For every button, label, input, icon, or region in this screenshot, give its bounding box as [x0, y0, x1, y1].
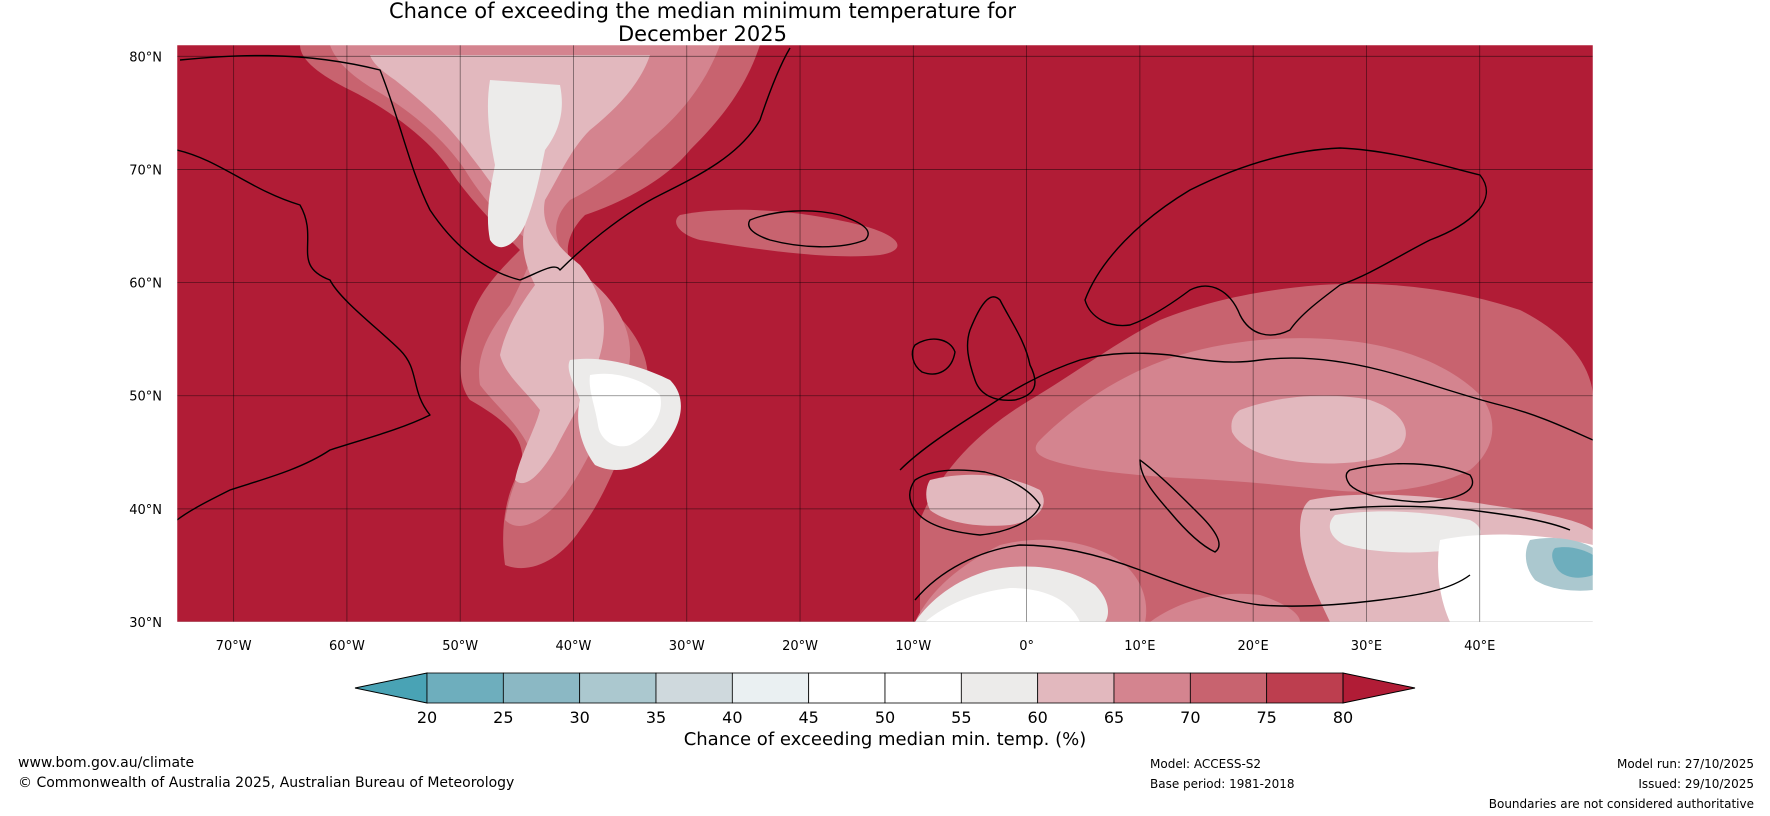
issued-text: Issued: 29/10/2025	[1638, 777, 1754, 791]
longitude-label: 0°	[1019, 639, 1034, 654]
coastline-turkey	[1329, 505, 1571, 531]
longitude-label: 30°W	[669, 639, 705, 654]
model-text: Model: ACCESS-S2	[1150, 757, 1262, 771]
colorbar-segment	[1266, 672, 1344, 704]
colorbar-tick-label: 60	[1027, 708, 1047, 727]
colorbar-tick-label: 50	[875, 708, 895, 727]
latitude-label: 60°N	[129, 277, 162, 292]
copyright-text: © Commonwealth of Australia 2025, Austra…	[18, 775, 515, 791]
model-run-text: Model run: 27/10/2025	[1616, 757, 1754, 771]
colorbar-segment	[1189, 672, 1268, 704]
colorbar-segment	[1037, 672, 1115, 704]
colorbar-segment	[426, 672, 504, 704]
contour-70-iceland-east	[676, 209, 898, 257]
longitude-label: 60°W	[329, 639, 365, 654]
colorbar-segment	[502, 672, 581, 704]
website-text: www.bom.gov.au/climate	[18, 755, 195, 771]
longitude-label: 20°E	[1238, 639, 1269, 654]
contour-50-atlantic	[589, 373, 661, 447]
longitude-label: 40°W	[556, 639, 592, 654]
coastline-scandinavia	[1084, 147, 1487, 336]
coastline-north-africa	[914, 544, 1471, 607]
coastline-ireland	[911, 338, 956, 375]
map-title: Chance of exceeding the median minimum t…	[0, 0, 1405, 46]
coastline-iceland	[748, 210, 869, 248]
longitude-label: 10°E	[1124, 639, 1155, 654]
longitude-label: 70°W	[216, 639, 252, 654]
colorbar-segment	[1113, 672, 1191, 704]
coastline-greenland	[179, 47, 791, 281]
colorbar-tick-label: 30	[569, 708, 589, 727]
disclaimer-text: Boundaries are not considered authoritat…	[1488, 797, 1754, 811]
longitude-label: 40°E	[1464, 639, 1495, 654]
latitude-label: 80°N	[129, 50, 162, 65]
longitude-label: 20°W	[782, 639, 818, 654]
gridlines	[177, 45, 1593, 622]
colorbar-extend-low	[354, 672, 428, 704]
coastline-labrador	[177, 149, 431, 521]
latitude-label: 30°N	[129, 616, 162, 631]
colorbar-segment	[731, 672, 810, 704]
colorbar-tick-label: 35	[646, 708, 666, 727]
title-line-1: Chance of exceeding the median minimum t…	[388, 0, 1017, 23]
colorbar-tick-label: 65	[1104, 708, 1124, 727]
colorbar-segment	[579, 672, 657, 704]
colorbar-tick-label: 55	[951, 708, 971, 727]
colorbar-segment	[884, 672, 962, 704]
probability-contours	[300, 45, 1593, 622]
latitude-label: 40°N	[129, 503, 162, 518]
longitude-label: 50°W	[442, 639, 478, 654]
contour-60-europe	[1231, 395, 1406, 464]
longitude-labels: 70°W 60°W 50°W 40°W 30°W 20°W 10°W 0° 10°E 20°E 30…	[216, 639, 1496, 654]
colorbar-tick-label: 25	[493, 708, 513, 727]
coastline-britain	[966, 296, 1036, 402]
latitude-label: 70°N	[129, 163, 162, 178]
coastline-iberia	[909, 469, 1041, 536]
contour-60-iberia	[926, 474, 1044, 526]
colorbar-segment	[655, 672, 733, 704]
colorbar-tick-label: 75	[1256, 708, 1276, 727]
colorbar-label: Chance of exceeding median min. temp. (%…	[684, 729, 1087, 750]
contour-65-central	[1150, 593, 1300, 622]
map-panel	[177, 45, 1593, 622]
base-period-text: Base period: 1981-2018	[1150, 777, 1295, 791]
colorbar-tick-label: 45	[798, 708, 818, 727]
colorbar-tick-label: 70	[1180, 708, 1200, 727]
latitude-labels: 80°N 70°N 60°N 50°N 40°N 30°N	[129, 50, 162, 631]
colorbar-tick-label: 80	[1333, 708, 1353, 727]
colorbar-segment	[960, 672, 1039, 704]
colorbar	[354, 672, 1416, 704]
colorbar-segment	[808, 672, 886, 704]
contour-50-north-africa	[925, 588, 1080, 622]
latitude-label: 50°N	[129, 390, 162, 405]
colorbar-extend-high	[1342, 672, 1416, 704]
coastlines	[177, 47, 1593, 607]
coastline-black-sea	[1345, 462, 1474, 503]
longitude-label: 30°E	[1351, 639, 1382, 654]
colorbar-tick-label: 40	[722, 708, 742, 727]
colorbar-ticks: 20 25 30 35 40 45 50 55 60 65 70 75 80	[417, 708, 1353, 727]
contour-30-middle-east	[1552, 547, 1593, 578]
title-line-2: December 2025	[617, 22, 787, 46]
colorbar-tick-label: 20	[417, 708, 437, 727]
coastline-italy	[1139, 459, 1220, 553]
contour-55-greenland	[487, 80, 562, 248]
contour-65-greenland	[330, 45, 720, 526]
longitude-label: 10°W	[895, 639, 931, 654]
